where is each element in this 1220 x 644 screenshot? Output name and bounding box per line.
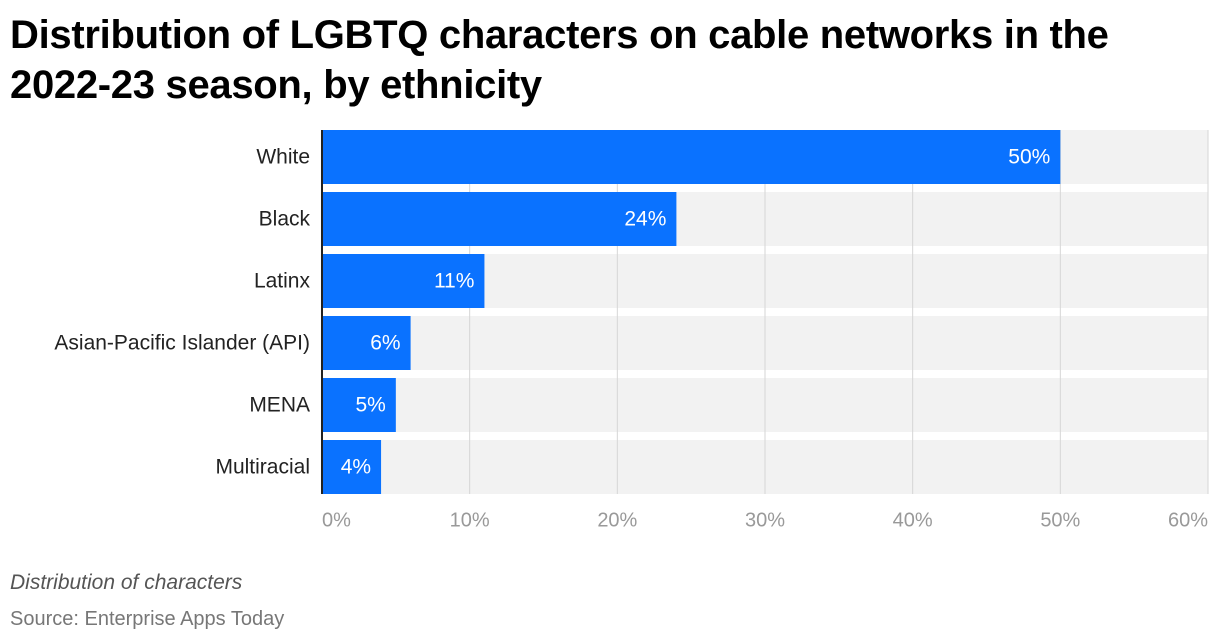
bar <box>322 130 1061 184</box>
x-tick-label: 40% <box>893 509 933 531</box>
y-tick-label: Multiracial <box>215 456 310 479</box>
caption: Distribution of characters <box>10 571 243 594</box>
y-tick-label: Latinx <box>254 270 311 293</box>
bar <box>322 254 485 308</box>
source: Source: Enterprise Apps Today <box>10 608 285 630</box>
y-tick-label: MENA <box>249 394 310 417</box>
y-tick-label: White <box>256 146 310 169</box>
x-tick-label: 60% <box>1168 509 1208 531</box>
x-tick-label: 10% <box>450 509 490 531</box>
value-label: 5% <box>355 394 385 417</box>
bar <box>322 192 677 246</box>
x-tick-label: 0% <box>322 509 351 531</box>
value-label: 4% <box>341 456 371 479</box>
x-tick-label: 50% <box>1040 509 1080 531</box>
chart-title: Distribution of LGBTQ characters on cabl… <box>10 13 1109 107</box>
bar <box>322 316 411 370</box>
value-label: 6% <box>370 332 400 355</box>
bar <box>322 378 396 432</box>
value-label: 24% <box>624 208 666 231</box>
bar <box>322 440 382 494</box>
x-tick-label: 20% <box>597 509 637 531</box>
y-tick-label: Asian-Pacific Islander (API) <box>54 332 310 355</box>
value-label: 11% <box>434 270 474 293</box>
value-label: 50% <box>1008 146 1050 169</box>
chart: 0% 10% 20% 30% 40% 50% 60% White 50% Black 24% Lati… <box>54 130 1209 531</box>
x-tick-label: 30% <box>745 509 785 531</box>
y-tick-label: Black <box>259 208 311 231</box>
